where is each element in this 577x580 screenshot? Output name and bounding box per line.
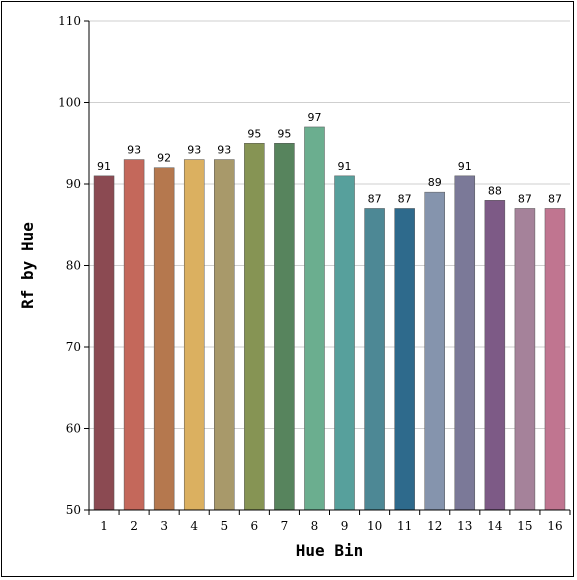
y-tick-label: 80 [66, 259, 81, 273]
data-label: 93 [127, 144, 141, 157]
data-label: 89 [428, 176, 442, 189]
bar [514, 208, 536, 511]
bar [123, 159, 145, 511]
data-label: 87 [518, 192, 532, 205]
bar [183, 159, 205, 511]
axes [84, 20, 571, 515]
bar [334, 175, 355, 511]
data-label: 87 [368, 192, 382, 205]
bar [214, 159, 235, 511]
data-label: 87 [398, 192, 412, 205]
bars [93, 126, 566, 511]
x-tick-label: 2 [130, 519, 138, 533]
bar [424, 191, 445, 511]
data-label: 88 [488, 184, 502, 197]
y-axis-title: Rf by Hue [18, 222, 37, 309]
x-tick-label: 3 [160, 519, 168, 533]
bar [544, 208, 566, 511]
x-tick-labels: 1 2 3 4 5 6 7 8 9 10 11 12 13 14 15 16 [100, 519, 562, 533]
bar [364, 208, 385, 511]
x-tick-label: 6 [251, 519, 259, 533]
data-label: 97 [307, 111, 321, 124]
data-label: 91 [97, 160, 111, 173]
y-tick-label: 90 [66, 177, 81, 191]
x-tick-label: 1 [100, 519, 108, 533]
data-label: 93 [217, 144, 231, 157]
x-tick-label: 4 [190, 519, 198, 533]
data-label: 95 [277, 127, 291, 140]
data-label: 91 [338, 160, 352, 173]
bar [244, 143, 265, 511]
y-tick-labels: 50 60 70 80 90 100 110 [58, 14, 81, 517]
y-tick-label: 50 [66, 503, 81, 517]
x-tick-label: 9 [341, 519, 349, 533]
data-label: 91 [458, 160, 472, 173]
x-tick-label: 10 [367, 519, 382, 533]
y-tick-label: 100 [58, 96, 81, 110]
data-label: 93 [187, 144, 201, 157]
y-tick-label: 70 [66, 340, 81, 354]
bar [153, 167, 175, 511]
bar [454, 175, 476, 511]
x-tick-label: 12 [427, 519, 442, 533]
x-tick-label: 13 [457, 519, 472, 533]
data-label: 87 [548, 192, 562, 205]
x-tick-label: 5 [220, 519, 228, 533]
x-tick-label: 7 [281, 519, 289, 533]
data-label: 92 [157, 152, 171, 165]
data-label: 95 [247, 127, 261, 140]
bar [304, 126, 325, 511]
bar [394, 208, 415, 511]
x-tick-label: 14 [487, 519, 503, 533]
y-tick-label: 110 [58, 14, 81, 28]
x-axis-title: Hue Bin [296, 541, 363, 560]
x-tick-label: 8 [311, 519, 319, 533]
x-tick-label: 16 [547, 519, 562, 533]
y-tick-label: 60 [66, 422, 81, 436]
x-tick-label: 15 [517, 519, 532, 533]
bar [484, 200, 506, 511]
data-labels: 91 93 92 93 93 95 95 97 91 87 87 89 91 88 87 87 [97, 111, 562, 206]
bar [274, 143, 295, 511]
x-tick-label: 11 [397, 519, 412, 533]
bar [93, 175, 115, 511]
